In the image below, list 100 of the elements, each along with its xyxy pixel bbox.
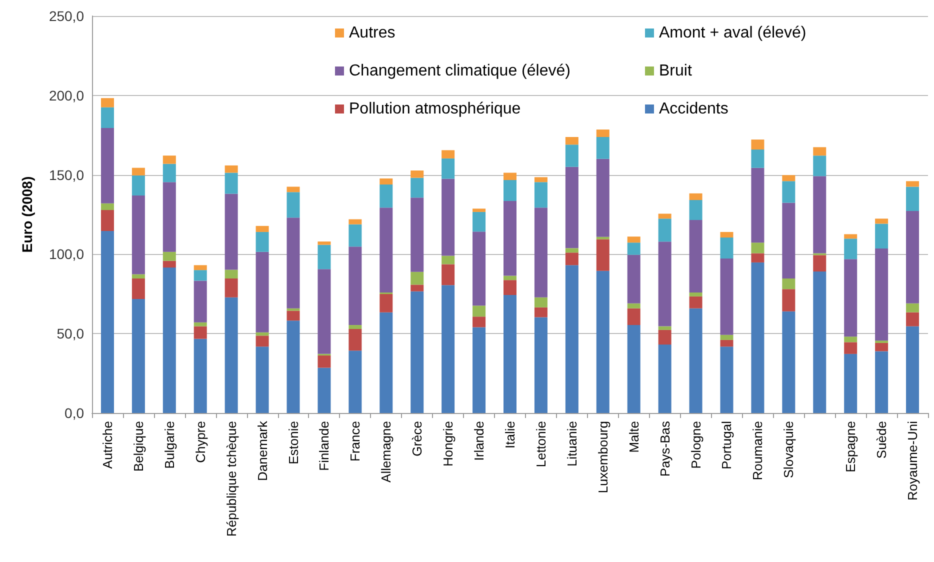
bar (380, 208, 393, 292)
x-tick-label: Lettonie (533, 421, 548, 468)
bar (224, 270, 238, 278)
bar (844, 342, 858, 354)
bar (410, 291, 424, 413)
x-tick-label: France (348, 421, 363, 462)
bar (875, 218, 888, 224)
bar (534, 208, 548, 298)
bar (472, 316, 486, 328)
x-tick-label: Allemagne (378, 421, 394, 482)
bar (720, 238, 734, 258)
bar (194, 322, 207, 326)
bar (224, 194, 238, 270)
bar (844, 234, 858, 239)
bar (100, 128, 114, 204)
bar (720, 258, 734, 335)
bar (627, 303, 640, 308)
bar (442, 285, 455, 413)
bar (442, 150, 455, 158)
bar (658, 326, 672, 330)
bar (813, 272, 826, 413)
bar (256, 232, 269, 252)
bar (565, 144, 578, 167)
bar (194, 265, 207, 270)
x-tick-label: Suède (874, 421, 890, 459)
bar (194, 280, 207, 322)
bar (100, 210, 114, 232)
bar (132, 168, 145, 176)
y-tick-label: 0,0 (64, 405, 84, 421)
bar (596, 137, 610, 159)
bar (318, 244, 331, 270)
bar (442, 256, 455, 264)
x-tick-label: Chypre (192, 421, 208, 463)
bar (720, 232, 734, 238)
bar (132, 274, 145, 278)
bar (256, 226, 269, 232)
x-tick-label: Irlande (472, 421, 487, 461)
bar (162, 164, 176, 182)
bar (318, 356, 331, 368)
bar (504, 295, 516, 413)
bar (720, 334, 734, 340)
y-tick-label: 250,0 (48, 8, 84, 24)
bar (100, 231, 114, 413)
bar (472, 212, 486, 232)
bar (256, 252, 269, 332)
bar (782, 175, 796, 182)
bar (348, 224, 362, 247)
x-tick-label: Estonie (286, 421, 301, 464)
bar (194, 326, 207, 339)
bar (472, 208, 486, 212)
bar (627, 254, 640, 304)
bar (504, 280, 516, 296)
x-tick-label: Luxembourg (595, 421, 610, 494)
bar (348, 328, 362, 351)
bar (224, 172, 238, 194)
bar (472, 232, 486, 306)
y-axis-title: Euro (2008) (19, 176, 35, 253)
y-tick-label: 150,0 (48, 166, 84, 183)
bar (256, 332, 269, 336)
bar (875, 248, 888, 341)
bar (906, 303, 920, 312)
bar (224, 278, 238, 298)
bar (875, 351, 888, 413)
legend-label: Changement climatique (élevé) (349, 62, 570, 80)
bar (565, 252, 578, 266)
x-tick-label: Malte (626, 421, 642, 453)
bar (782, 289, 796, 312)
bar (100, 203, 114, 210)
bar (286, 310, 300, 321)
bar (442, 264, 455, 286)
bar (224, 297, 238, 413)
bar (782, 181, 796, 203)
bar (844, 336, 858, 342)
bar (565, 265, 578, 413)
bar (844, 259, 858, 337)
bar (813, 156, 826, 176)
bar (286, 218, 300, 308)
x-tick-label: Portugal (719, 420, 734, 470)
bar (627, 236, 640, 243)
legend-label: Pollution atmosphérique (349, 100, 521, 118)
bar (410, 178, 424, 198)
bar (534, 177, 548, 182)
bar (380, 178, 393, 184)
x-tick-label: Espagne (843, 421, 858, 472)
x-tick-label: Grèce (410, 421, 425, 456)
bar (596, 239, 610, 271)
y-tick-label: 100,0 (48, 246, 84, 262)
bar (689, 292, 702, 296)
bar (565, 137, 578, 145)
x-tick-label: République tchèque (224, 421, 239, 537)
bar (627, 325, 640, 413)
bar (534, 317, 548, 413)
bar (194, 338, 207, 413)
bar (442, 158, 455, 179)
bar (132, 175, 145, 196)
bar (813, 176, 826, 254)
bar (380, 312, 393, 413)
bar (844, 238, 858, 260)
bar (380, 184, 393, 208)
bar (410, 284, 424, 292)
